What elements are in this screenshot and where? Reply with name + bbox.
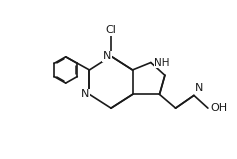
Text: Cl: Cl bbox=[105, 25, 116, 35]
Text: N: N bbox=[195, 83, 203, 93]
Text: N: N bbox=[103, 51, 111, 61]
Text: N: N bbox=[81, 89, 89, 99]
Text: OH: OH bbox=[210, 103, 227, 113]
Text: NH: NH bbox=[154, 58, 169, 68]
